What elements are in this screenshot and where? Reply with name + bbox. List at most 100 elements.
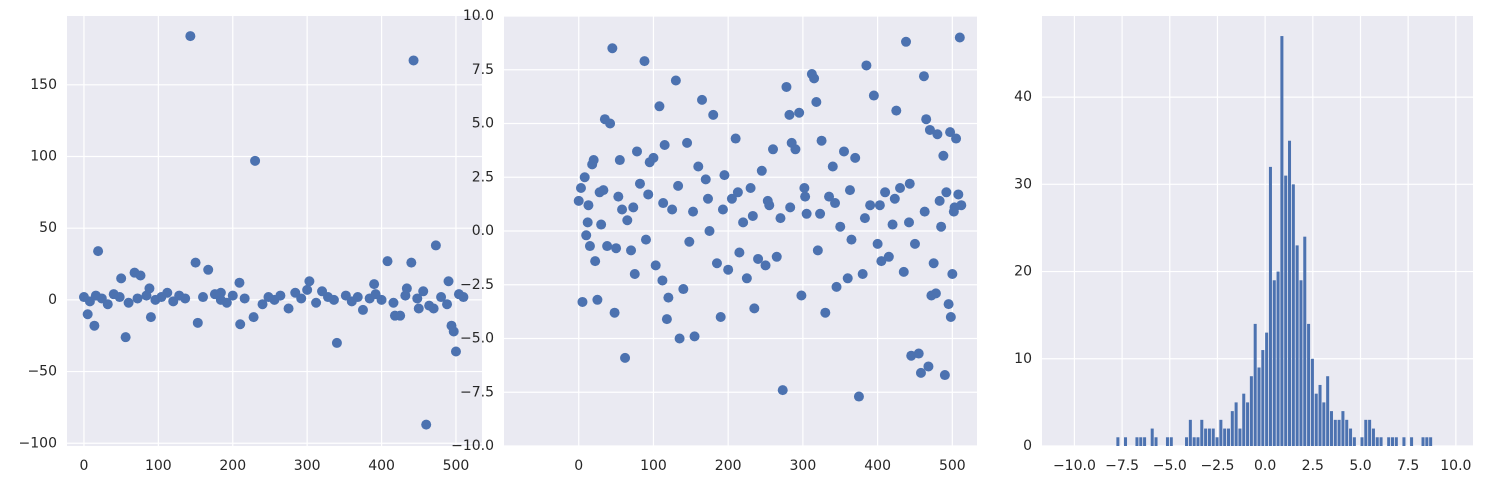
- point: [954, 32, 965, 43]
- point: [693, 161, 704, 172]
- point: [144, 283, 155, 294]
- bar: [1333, 419, 1337, 446]
- y-tick-label: 30: [1014, 176, 1032, 192]
- point: [605, 118, 616, 129]
- bar: [1368, 419, 1372, 446]
- point: [874, 200, 885, 211]
- point: [629, 269, 640, 279]
- bar: [1390, 437, 1395, 446]
- point: [904, 217, 915, 228]
- point: [811, 97, 822, 107]
- point: [941, 187, 952, 198]
- point: [951, 133, 962, 144]
- point: [424, 300, 435, 311]
- point: [800, 191, 811, 202]
- point: [812, 245, 823, 256]
- point: [745, 183, 756, 193]
- point: [120, 332, 131, 343]
- point: [180, 293, 191, 304]
- point: [643, 189, 654, 200]
- point: [898, 266, 909, 277]
- point: [215, 287, 226, 298]
- x-tick-label: 100: [640, 458, 667, 474]
- x-tick-label: −5.0: [1153, 458, 1187, 474]
- point: [442, 299, 453, 310]
- point: [658, 198, 669, 209]
- bar: [1288, 140, 1292, 446]
- point: [947, 269, 958, 279]
- point: [328, 294, 339, 305]
- point: [934, 195, 945, 206]
- point: [659, 140, 670, 150]
- bar: [1272, 280, 1276, 446]
- bar: [1402, 437, 1406, 446]
- point: [227, 290, 238, 301]
- point: [654, 101, 665, 112]
- bar: [1253, 323, 1257, 446]
- point: [749, 303, 760, 314]
- x-tick-label: 300: [790, 458, 817, 474]
- bar: [1295, 245, 1299, 446]
- bar: [1394, 437, 1398, 446]
- bar: [1192, 437, 1196, 446]
- bar: [1284, 175, 1288, 446]
- point: [909, 238, 920, 249]
- point: [835, 221, 846, 232]
- point: [611, 243, 622, 254]
- bar: [1268, 166, 1272, 446]
- point: [123, 297, 134, 308]
- point: [895, 183, 906, 193]
- y-tick-label: −100: [19, 435, 57, 451]
- point: [717, 204, 728, 215]
- y-tick-label: 10.0: [463, 8, 494, 24]
- bar: [1230, 411, 1234, 446]
- point: [853, 391, 864, 402]
- point: [747, 210, 758, 221]
- point: [430, 240, 441, 251]
- point: [639, 56, 650, 67]
- point: [872, 238, 883, 249]
- bar: [1249, 376, 1253, 446]
- point: [715, 312, 726, 322]
- point: [943, 299, 954, 310]
- point: [283, 303, 294, 314]
- bar: [1310, 358, 1314, 446]
- point: [702, 193, 713, 204]
- point: [887, 219, 898, 230]
- point: [648, 152, 659, 163]
- point: [614, 155, 625, 166]
- point: [904, 178, 915, 189]
- x-tick-label: 0: [574, 458, 583, 474]
- point: [369, 279, 380, 290]
- point: [689, 331, 700, 342]
- point: [859, 213, 870, 224]
- point: [198, 292, 209, 303]
- bar: [1185, 437, 1189, 446]
- point: [697, 94, 708, 105]
- point: [401, 283, 412, 294]
- bar: [1165, 437, 1169, 446]
- x-tick-label: 200: [715, 458, 742, 474]
- x-tick-label: −2.5: [1200, 458, 1234, 474]
- point: [857, 269, 868, 279]
- bar: [1322, 402, 1326, 446]
- point: [458, 292, 469, 303]
- point: [830, 198, 841, 209]
- point: [412, 293, 423, 304]
- point: [930, 288, 941, 299]
- point: [938, 150, 949, 161]
- point: [932, 129, 943, 140]
- bar: [1238, 428, 1242, 446]
- point: [842, 273, 853, 284]
- point: [650, 260, 661, 271]
- bar: [1329, 411, 1333, 446]
- x-tick-label: 400: [864, 458, 891, 474]
- point: [809, 73, 820, 84]
- point: [395, 310, 406, 321]
- point: [891, 105, 902, 116]
- point: [756, 165, 767, 176]
- point: [838, 146, 849, 157]
- point: [185, 31, 196, 42]
- x-tick-label: 400: [368, 458, 395, 474]
